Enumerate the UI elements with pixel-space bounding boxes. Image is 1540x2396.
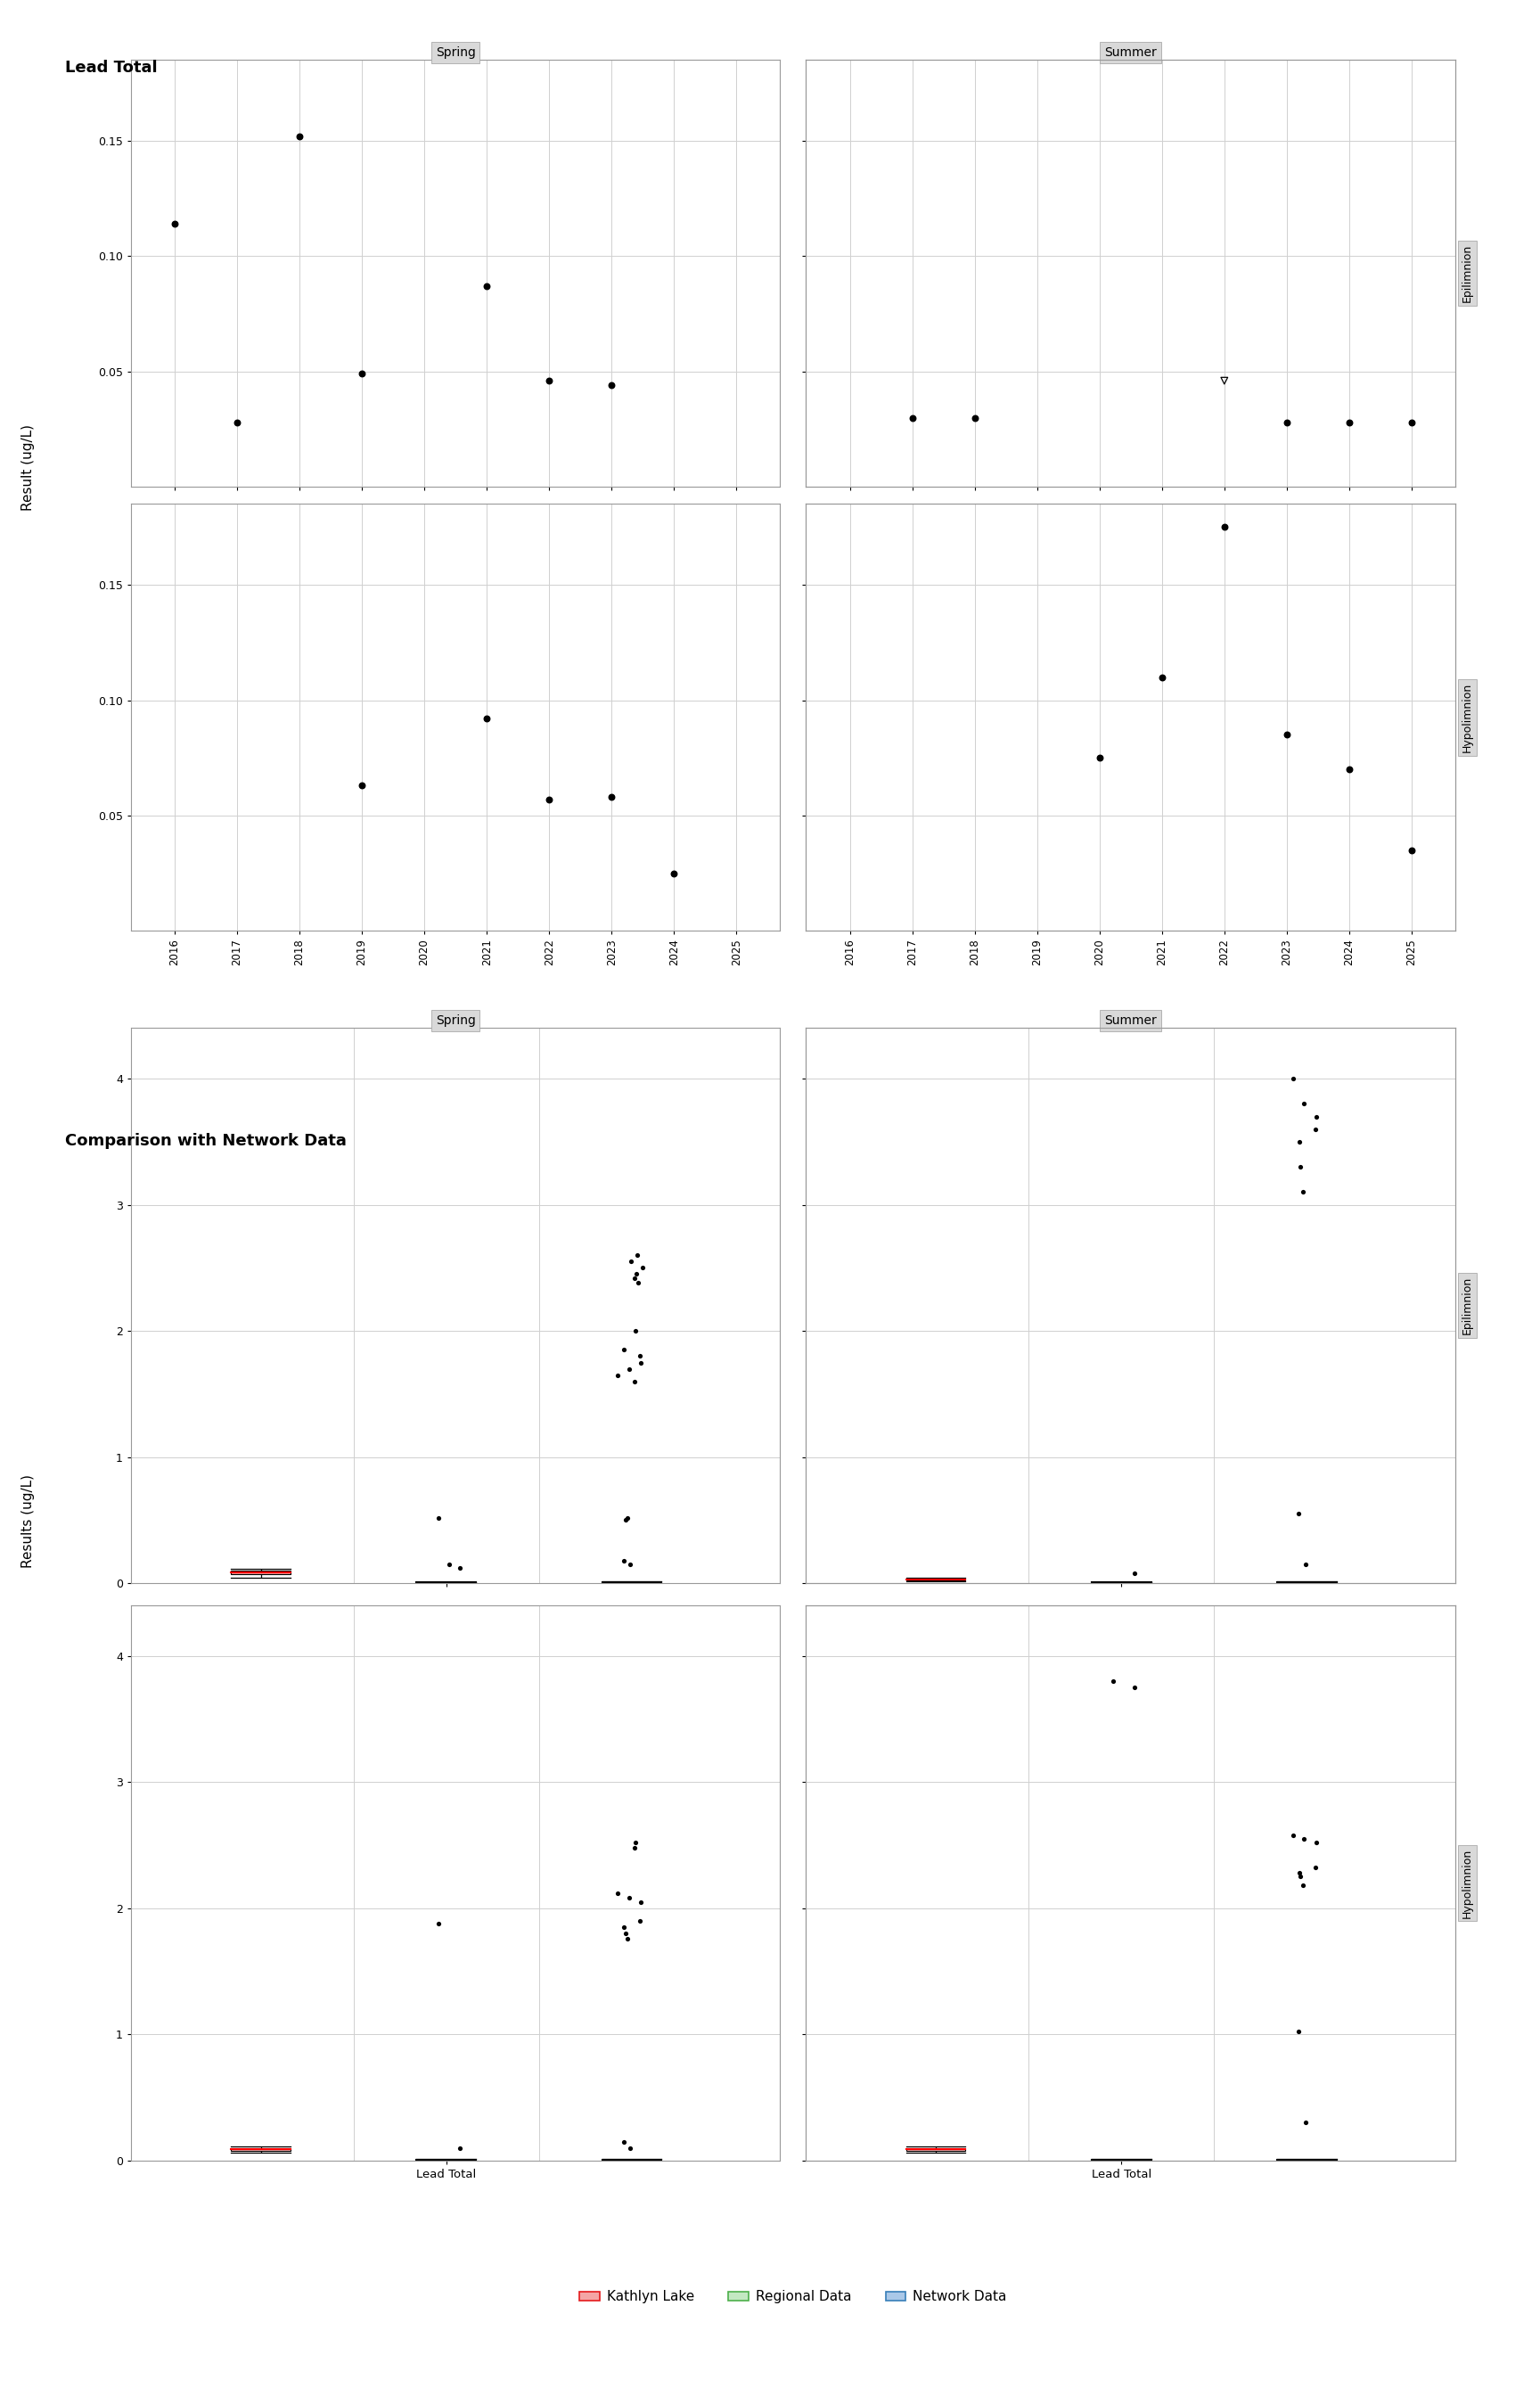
Point	[1294, 2104, 1318, 2142]
Point	[662, 853, 687, 891]
Point	[1275, 716, 1300, 755]
Point	[962, 398, 987, 436]
Point	[286, 117, 311, 156]
Point	[625, 1236, 650, 1275]
Point	[628, 1883, 653, 1922]
Point	[474, 700, 499, 738]
Point	[1294, 1545, 1318, 1584]
Point	[350, 355, 374, 393]
Point	[1337, 750, 1361, 788]
Point	[1291, 1866, 1315, 1905]
Point	[616, 1498, 641, 1536]
Point	[1400, 403, 1424, 441]
Point	[611, 2123, 636, 2161]
Point	[537, 781, 562, 819]
Point	[437, 1545, 462, 1584]
Point	[605, 1874, 630, 1912]
Point	[1292, 1085, 1317, 1124]
Point	[1304, 1097, 1329, 1136]
Point	[613, 1500, 638, 1538]
Text: Results (ug/L): Results (ug/L)	[22, 1474, 34, 1569]
Point	[1281, 1059, 1306, 1097]
Point	[1303, 1850, 1327, 1888]
Point	[605, 1356, 630, 1394]
Bar	[231, 1572, 291, 1574]
Point	[611, 1541, 636, 1579]
Point	[899, 398, 924, 436]
Point	[599, 367, 624, 405]
Point	[624, 1256, 648, 1294]
Point	[619, 1244, 644, 1282]
Point	[628, 1344, 653, 1382]
Point	[630, 1248, 654, 1287]
Bar	[906, 2147, 966, 2152]
Text: Comparison with Network Data: Comparison with Network Data	[65, 1133, 346, 1150]
Point	[1087, 738, 1112, 776]
Point	[425, 1905, 450, 1943]
Point	[1286, 2013, 1311, 2051]
Point	[1400, 831, 1424, 870]
Point	[628, 1337, 653, 1375]
Point	[425, 1498, 450, 1536]
Point	[625, 1263, 650, 1301]
Point	[611, 1330, 636, 1368]
Point	[447, 2128, 471, 2166]
Text: Lead Total: Lead Total	[65, 60, 157, 77]
Point	[599, 779, 624, 817]
Title: Spring: Spring	[436, 1014, 476, 1028]
Point	[611, 1907, 636, 1946]
Point	[616, 1919, 641, 1958]
Point	[1303, 1109, 1327, 1148]
Point	[1212, 362, 1237, 400]
Point	[1291, 1174, 1315, 1212]
Y-axis label: Epilimnion: Epilimnion	[1461, 1277, 1474, 1335]
Point	[624, 1823, 648, 1862]
Point	[616, 1878, 641, 1917]
Point	[622, 1363, 647, 1402]
Point	[162, 204, 186, 242]
Point	[1286, 1495, 1311, 1533]
Point	[1212, 508, 1237, 546]
Y-axis label: Hypolimnion: Hypolimnion	[1461, 683, 1474, 752]
Point	[1123, 1668, 1147, 1706]
Point	[1289, 1148, 1314, 1186]
Point	[225, 403, 249, 441]
Point	[1275, 403, 1300, 441]
Text: Result (ug/L): Result (ug/L)	[22, 424, 34, 510]
Point	[1287, 1855, 1312, 1893]
Y-axis label: Hypolimnion: Hypolimnion	[1461, 1847, 1474, 1917]
Point	[350, 767, 374, 805]
Point	[1281, 1816, 1306, 1855]
Point	[537, 362, 562, 400]
Title: Summer: Summer	[1104, 46, 1157, 60]
Point	[447, 1548, 471, 1586]
Point	[1304, 1823, 1329, 1862]
Point	[1123, 1555, 1147, 1593]
Point	[1287, 1121, 1312, 1160]
Point	[618, 2128, 642, 2166]
Point	[474, 266, 499, 304]
Point	[1101, 1663, 1126, 1701]
Point	[613, 1914, 638, 1953]
Point	[616, 1349, 641, 1387]
Point	[624, 1311, 648, 1349]
Point	[1292, 1819, 1317, 1857]
Point	[628, 1902, 653, 1941]
Point	[1149, 659, 1173, 697]
Legend: Kathlyn Lake, Regional Data, Network Data: Kathlyn Lake, Regional Data, Network Dat…	[574, 2286, 1012, 2310]
Point	[1289, 1857, 1314, 1895]
Y-axis label: Epilimnion: Epilimnion	[1461, 244, 1474, 302]
Title: Summer: Summer	[1104, 1014, 1157, 1028]
Point	[622, 1828, 647, 1866]
Title: Spring: Spring	[436, 46, 476, 60]
Point	[618, 1545, 642, 1584]
Bar	[231, 2147, 291, 2152]
Point	[622, 1258, 647, 1296]
Point	[1337, 403, 1361, 441]
